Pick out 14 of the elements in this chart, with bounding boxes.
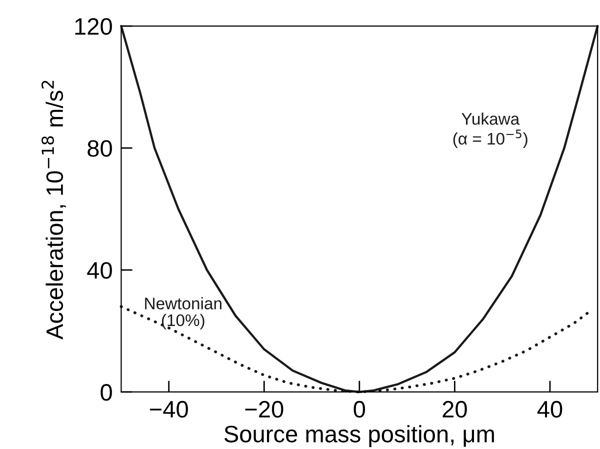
x-tick-label: 0	[354, 400, 366, 418]
y-tick-label: 80	[88, 140, 112, 157]
y-tick-label: 120	[75, 18, 112, 35]
y-tick-label: 0	[100, 384, 112, 401]
y-axis-title: Acceleration, 10$^{−18}$ m/s$^{2}$	[42, 80, 66, 340]
text: Yukawa (α = 10$^{−5}$)	[453, 112, 528, 148]
y-tick-label: 40	[87, 262, 112, 279]
x-tick-label: −20	[245, 400, 284, 418]
line-series	[120, 24, 599, 394]
x-axis-title: Source mass position, μm	[224, 425, 494, 448]
x-tick-label: −40	[150, 400, 188, 418]
series-label: Newtonian (10%)	[145, 297, 222, 330]
x-tick-label: 40	[537, 400, 562, 418]
x-tick-label: 20	[442, 400, 467, 418]
